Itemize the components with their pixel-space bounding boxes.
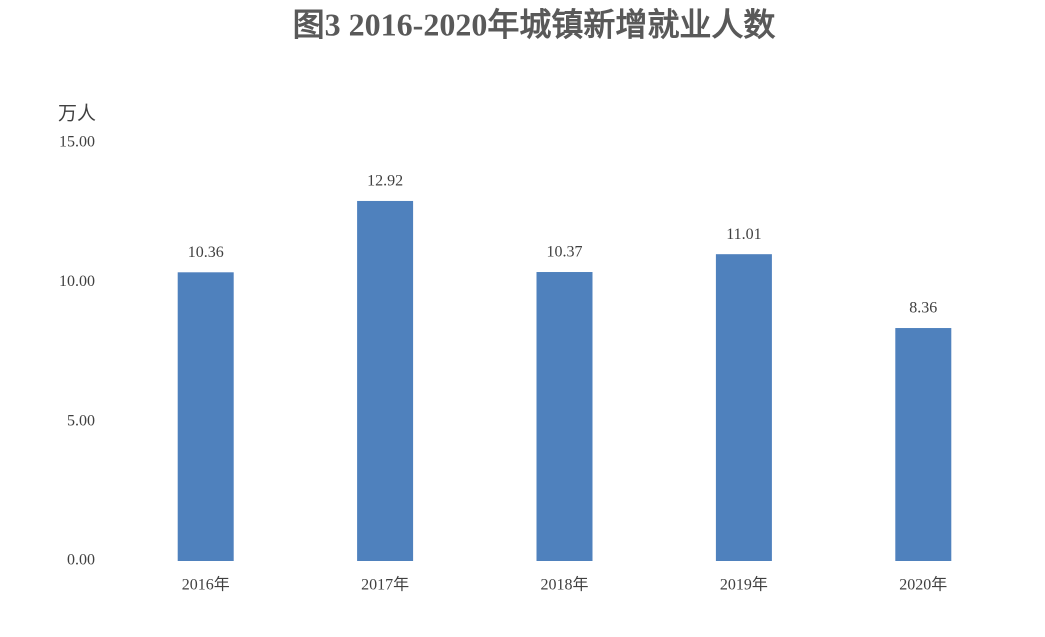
y-axis-label: 万人 bbox=[58, 102, 96, 124]
data-label: 12.92 bbox=[367, 173, 403, 190]
y-tick-label: 5.00 bbox=[67, 412, 95, 429]
data-label: 10.37 bbox=[547, 244, 583, 261]
y-tick-label: 15.00 bbox=[59, 134, 95, 151]
data-label: 11.01 bbox=[726, 226, 761, 243]
x-tick-label: 2018年 bbox=[540, 576, 588, 594]
bar bbox=[715, 254, 772, 562]
x-tick-label: 2020年 bbox=[899, 576, 947, 594]
data-label: 10.36 bbox=[188, 244, 224, 261]
x-tick-label: 2016年 bbox=[182, 576, 230, 594]
bar bbox=[895, 328, 952, 561]
y-tick-label: 10.00 bbox=[59, 273, 95, 290]
bar bbox=[357, 200, 414, 562]
x-tick-label: 2019年 bbox=[720, 576, 768, 594]
y-tick-label: 0.00 bbox=[67, 552, 95, 569]
chart-title: 图3 2016-2020年城镇新增就业人数 bbox=[293, 6, 777, 42]
x-tick-label: 2017年 bbox=[361, 576, 409, 594]
data-label: 8.36 bbox=[909, 300, 937, 317]
bar bbox=[177, 272, 234, 561]
bar bbox=[536, 272, 593, 561]
